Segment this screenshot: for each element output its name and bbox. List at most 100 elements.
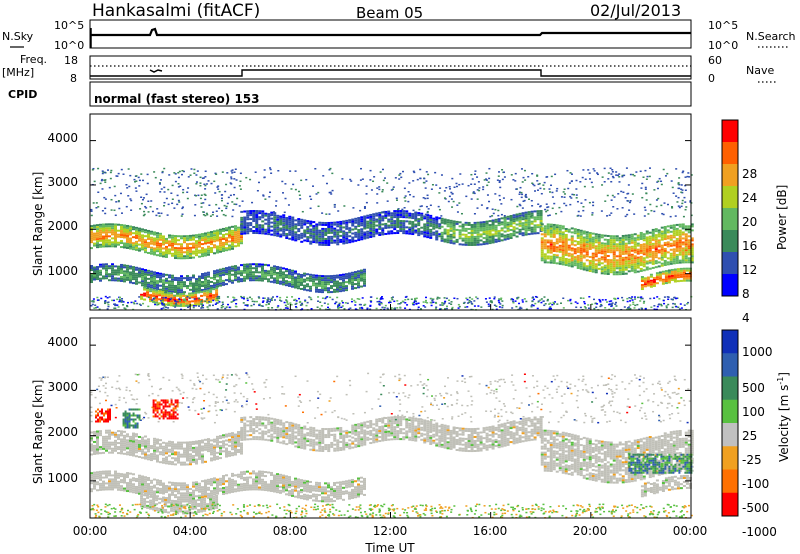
- power-cell: [648, 259, 652, 262]
- power-cell: [228, 268, 231, 271]
- power-cell: [543, 253, 547, 256]
- power-cell: [488, 242, 492, 245]
- power-cell: [627, 236, 631, 239]
- power-cell: [669, 230, 673, 233]
- power-cell: [649, 285, 653, 288]
- power-cell: [393, 300, 396, 303]
- power-cell: [684, 253, 688, 256]
- power-cell: [341, 178, 344, 180]
- power-cell: [488, 297, 491, 299]
- power-cell: [398, 178, 401, 180]
- power-cell: [585, 237, 589, 240]
- power-cell: [600, 268, 604, 271]
- power-cell: [491, 241, 495, 244]
- power-cell: [642, 247, 646, 250]
- power-cell: [300, 224, 304, 227]
- power-cell: [438, 223, 442, 226]
- power-cell: [123, 270, 126, 273]
- power-cell: [663, 202, 666, 204]
- power-cell: [106, 297, 109, 299]
- power-cell: [642, 253, 646, 256]
- velocity-cell: [135, 439, 138, 442]
- power-cell: [261, 220, 265, 223]
- power-cell: [498, 180, 501, 182]
- power-cell: [258, 212, 262, 215]
- power-cell: [455, 182, 458, 185]
- power-cell: [511, 307, 514, 309]
- power-cell: [93, 270, 96, 273]
- velocity-cell: [120, 432, 123, 435]
- power-cell: [330, 291, 333, 294]
- power-cell: [147, 251, 150, 254]
- power-cell: [174, 302, 177, 305]
- power-cell: [429, 301, 432, 304]
- power-cell: [645, 268, 649, 271]
- power-cell: [363, 223, 367, 226]
- power-cell: [669, 248, 673, 251]
- power-cell: [366, 307, 369, 309]
- power-cell: [527, 227, 531, 230]
- power-cell: [381, 217, 385, 220]
- power-cell: [543, 227, 547, 230]
- power-cell: [448, 299, 451, 301]
- power-cell: [153, 251, 156, 254]
- power-cell: [231, 201, 234, 203]
- power-cell: [330, 241, 334, 244]
- power-cell: [345, 273, 348, 276]
- power-cell: [177, 172, 180, 174]
- power-cell: [646, 276, 650, 279]
- power-cell: [327, 306, 330, 309]
- power-cell: [400, 302, 403, 304]
- power-cb-12: 12: [742, 263, 757, 277]
- power-cell: [533, 220, 537, 223]
- power-cell: [476, 229, 480, 232]
- power-cell: [649, 279, 653, 282]
- power-cell: [642, 235, 646, 238]
- power-cell: [99, 277, 102, 280]
- power-cell: [222, 243, 225, 246]
- power-cell: [107, 169, 110, 171]
- power-cell: [648, 175, 651, 178]
- power-cell: [189, 250, 192, 253]
- power-cell: [455, 220, 459, 223]
- power-cell: [324, 308, 327, 311]
- power-cell: [275, 205, 278, 207]
- power-cell: [120, 230, 123, 233]
- power-cell: [321, 241, 325, 244]
- power-cell: [558, 256, 562, 259]
- power-cell: [117, 172, 120, 175]
- power-cell: [499, 199, 502, 201]
- power-cell: [357, 270, 360, 273]
- power-cell: [165, 277, 168, 280]
- power-cell: [573, 228, 577, 231]
- power-cell: [149, 296, 153, 299]
- power-cell: [496, 179, 499, 181]
- power-cell: [146, 287, 150, 290]
- power-cell: [678, 183, 681, 186]
- power-cell: [648, 247, 652, 250]
- power-cell: [603, 244, 607, 247]
- power-cell: [219, 268, 222, 271]
- power-cell: [569, 298, 572, 301]
- power-cell: [149, 298, 153, 301]
- power-cell: [663, 233, 667, 236]
- power-cell: [672, 256, 676, 259]
- power-cell: [559, 302, 562, 304]
- power-cell: [351, 218, 355, 221]
- power-cell: [225, 205, 228, 208]
- power-cell: [243, 267, 246, 270]
- power-cell: [499, 303, 502, 305]
- power-cell: [645, 230, 649, 233]
- power-cell: [339, 224, 343, 227]
- power-cell: [506, 217, 510, 220]
- power-cell: [461, 225, 465, 228]
- power-cell: [90, 277, 93, 280]
- power-cell: [111, 279, 114, 282]
- power-cell: [320, 305, 323, 307]
- power-cell: [123, 242, 126, 245]
- power-cell: [267, 264, 270, 267]
- power-cell: [594, 269, 598, 272]
- power-cell: [229, 194, 232, 197]
- power-cell: [327, 275, 330, 278]
- velocity-cell: [123, 452, 126, 455]
